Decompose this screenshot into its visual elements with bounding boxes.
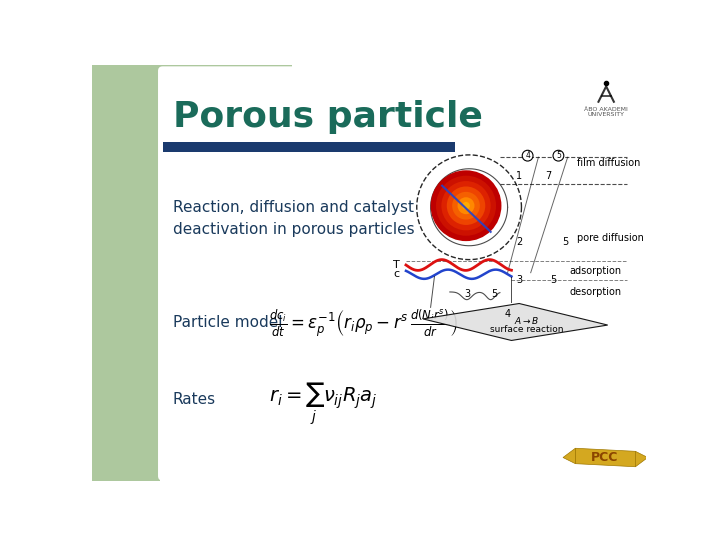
Text: pore diffusion: pore diffusion <box>577 233 644 243</box>
Text: Porous particle: Porous particle <box>173 100 482 134</box>
Circle shape <box>431 170 501 241</box>
Text: $r_i = \sum_j \nu_{ij} R_j a_j$: $r_i = \sum_j \nu_{ij} R_j a_j$ <box>269 380 377 427</box>
Text: 5: 5 <box>562 237 569 247</box>
Polygon shape <box>563 448 575 464</box>
Text: UNIVERSITY: UNIVERSITY <box>588 112 625 117</box>
Circle shape <box>553 150 564 161</box>
Polygon shape <box>575 448 636 467</box>
Circle shape <box>522 150 533 161</box>
Text: 5: 5 <box>556 151 561 160</box>
Text: adsorption: adsorption <box>570 266 621 276</box>
Bar <box>163 142 455 152</box>
Text: desorption: desorption <box>570 287 621 297</box>
FancyBboxPatch shape <box>158 66 647 481</box>
Text: ÅBO AKADEMI: ÅBO AKADEMI <box>584 107 628 112</box>
Text: 2: 2 <box>516 237 522 247</box>
Text: Particle model: Particle model <box>173 315 282 330</box>
Text: 5: 5 <box>551 275 557 286</box>
Circle shape <box>457 197 474 214</box>
Text: c: c <box>394 269 400 279</box>
Text: 1: 1 <box>516 172 522 181</box>
Polygon shape <box>636 451 648 467</box>
Text: 3: 3 <box>516 275 522 286</box>
Bar <box>92 65 160 481</box>
Text: film diffusion: film diffusion <box>577 158 640 168</box>
Text: 4: 4 <box>525 151 530 160</box>
Circle shape <box>436 176 496 236</box>
Text: $A \rightarrow B$: $A \rightarrow B$ <box>514 315 539 326</box>
Circle shape <box>447 186 485 225</box>
Text: 3: 3 <box>464 289 471 299</box>
Polygon shape <box>423 303 608 340</box>
Text: $\frac{dc_i}{dt} = \varepsilon_p^{-1}\left(r_i\rho_p - r^s\,\frac{d(N_i r^s)}{dr: $\frac{dc_i}{dt} = \varepsilon_p^{-1}\le… <box>269 307 459 339</box>
Text: PCC: PCC <box>591 451 618 464</box>
Text: surface reaction: surface reaction <box>490 325 564 334</box>
Bar <box>92 65 292 138</box>
Text: 7: 7 <box>545 172 552 181</box>
Text: 5: 5 <box>492 289 498 299</box>
Circle shape <box>441 181 490 231</box>
Text: Reaction, diffusion and catalyst
deactivation in porous particles: Reaction, diffusion and catalyst deactiv… <box>173 200 414 238</box>
Text: T: T <box>393 260 400 270</box>
Text: 4: 4 <box>505 309 510 319</box>
Circle shape <box>452 192 480 220</box>
Text: Rates: Rates <box>173 392 216 407</box>
Circle shape <box>462 202 470 210</box>
